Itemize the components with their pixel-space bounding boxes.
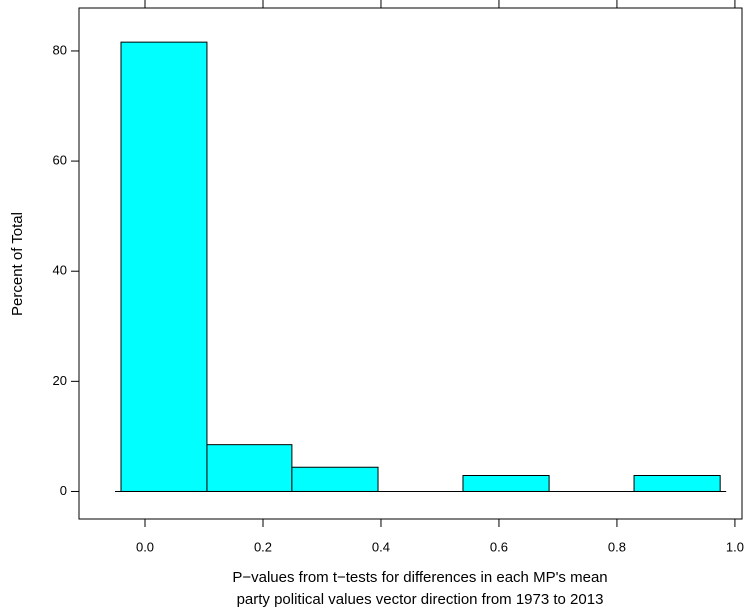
- bar: [206, 444, 293, 492]
- panel-border: [78, 7, 743, 520]
- x-tick-label: 0.4: [372, 539, 390, 554]
- y-tick-label: 80: [53, 42, 67, 57]
- y-axis-label: Percent of Total: [9, 212, 26, 316]
- x-tick-label: 0.2: [254, 539, 272, 554]
- x-axis-label: P−values from t−tests for differences in…: [232, 569, 607, 586]
- y-tick-label: 60: [53, 153, 67, 168]
- bar: [120, 41, 208, 492]
- x-tick-label: 1.0: [726, 539, 744, 554]
- x-tick-label: 0.8: [608, 539, 626, 554]
- bar: [462, 474, 550, 492]
- y-tick-label: 20: [53, 373, 67, 388]
- y-tick-label: 0: [60, 483, 67, 498]
- x-tick-label: 0.6: [490, 539, 508, 554]
- x-axis-label: party political values vector direction …: [237, 591, 604, 608]
- x-tick-label: 0.0: [136, 539, 154, 554]
- y-tick-label: 40: [53, 263, 67, 278]
- bar: [633, 474, 721, 492]
- bar: [291, 466, 379, 492]
